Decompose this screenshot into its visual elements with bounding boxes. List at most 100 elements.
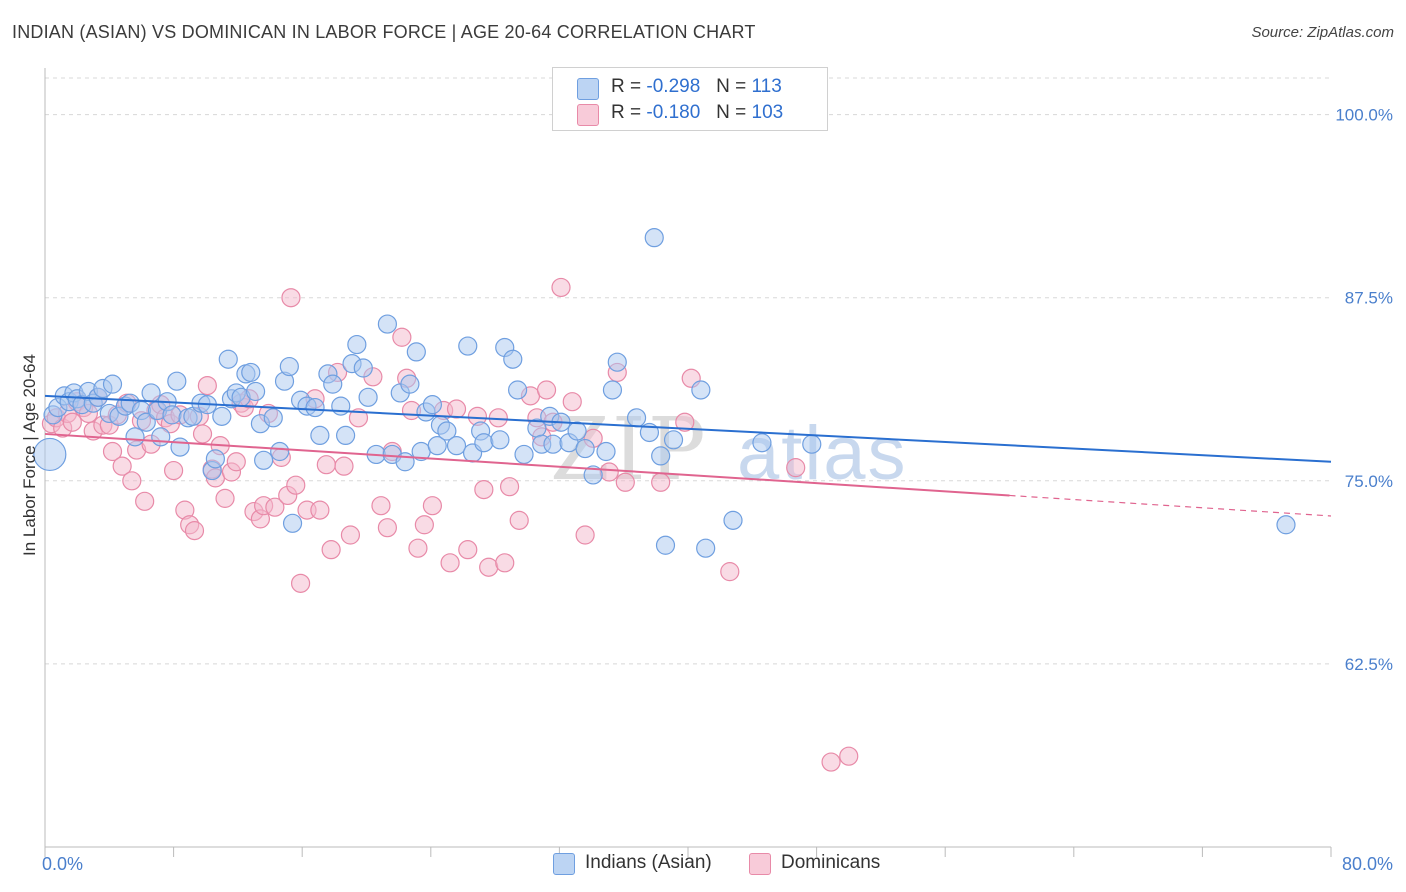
source-credit: Source: ZipAtlas.com bbox=[1251, 24, 1394, 41]
dominicans-point bbox=[135, 491, 155, 511]
indians-point bbox=[241, 362, 261, 383]
indians-point bbox=[406, 342, 426, 362]
indians-point bbox=[353, 358, 373, 378]
dominicans-point bbox=[839, 746, 859, 766]
dominicans-point bbox=[286, 475, 306, 495]
dominicans-point bbox=[615, 472, 635, 492]
bottom-legend-swatch-pink bbox=[749, 853, 771, 875]
indians-point bbox=[331, 396, 351, 416]
indians-point bbox=[336, 425, 356, 446]
indians-point bbox=[167, 371, 187, 391]
dominicans-point bbox=[458, 540, 478, 560]
indians-point bbox=[490, 430, 510, 450]
indians-point bbox=[358, 387, 378, 407]
dominicans-point bbox=[479, 557, 499, 577]
dominicans-point bbox=[446, 399, 467, 419]
dominicans-point bbox=[651, 472, 671, 492]
dominicans-point bbox=[334, 456, 354, 476]
indians-point bbox=[458, 336, 478, 356]
dominicans-point bbox=[377, 518, 397, 538]
indians-point bbox=[305, 397, 325, 418]
bottom-legend-label: Indians (Asian) bbox=[585, 852, 712, 873]
y-tick-label: 100.0% bbox=[1335, 106, 1393, 125]
indians-point bbox=[323, 374, 343, 394]
y-tick-label: 75.0% bbox=[1345, 472, 1393, 491]
indians-point bbox=[514, 444, 534, 465]
indians-point bbox=[655, 535, 676, 555]
dominicans-point bbox=[192, 424, 213, 444]
dominicans-point bbox=[164, 460, 184, 481]
dominicans-point bbox=[316, 455, 336, 475]
indians-point bbox=[663, 430, 684, 450]
dominicans-point bbox=[675, 412, 695, 432]
indians-point bbox=[162, 405, 182, 425]
watermark-atlas: atlas bbox=[736, 411, 908, 496]
indians-point bbox=[136, 412, 156, 432]
indians-point bbox=[437, 421, 457, 441]
indians-point bbox=[205, 449, 225, 469]
legend-swatch-pink bbox=[577, 104, 599, 126]
indians-asian-points bbox=[33, 228, 1296, 558]
dominicans-point bbox=[414, 515, 434, 535]
dominicans-point bbox=[599, 462, 619, 482]
bottom-legend-swatch-blue bbox=[553, 853, 575, 875]
dominicans-point bbox=[499, 477, 520, 497]
legend-r-value: -0.180 bbox=[646, 102, 701, 123]
dominicans-point bbox=[112, 456, 132, 476]
indians-point bbox=[263, 408, 283, 428]
trend-lines bbox=[44, 394, 1332, 517]
dominicans-point bbox=[371, 496, 391, 516]
dominicans-point bbox=[348, 408, 369, 428]
indians-point bbox=[644, 228, 664, 248]
indians-point bbox=[474, 433, 494, 453]
indians-point bbox=[543, 434, 563, 454]
indians-trend-line bbox=[44, 394, 1332, 463]
indians-point bbox=[596, 441, 616, 462]
indians-point bbox=[33, 437, 67, 472]
indians-point bbox=[602, 380, 623, 400]
indians-point bbox=[651, 446, 671, 466]
indians-point bbox=[279, 356, 299, 377]
indians-point bbox=[446, 436, 467, 456]
legend-n-label: N = bbox=[716, 76, 747, 97]
correlation-legend: R = -0.298 N = 113 R = -0.180 N = 103 bbox=[552, 67, 828, 131]
indians-point bbox=[752, 433, 772, 453]
dominicans-trend-line bbox=[44, 432, 1010, 497]
indians-point bbox=[347, 334, 367, 355]
indians-point bbox=[696, 538, 716, 558]
indians-point bbox=[310, 425, 330, 446]
dominicans-point bbox=[440, 553, 460, 573]
y-axis-label: In Labor Force | Age 20-64 bbox=[20, 354, 39, 556]
dominicans-point bbox=[821, 752, 841, 772]
dominicans-point bbox=[562, 392, 582, 412]
legend-r-value: -0.298 bbox=[646, 76, 701, 97]
indians-point bbox=[802, 434, 822, 454]
indians-point bbox=[583, 465, 603, 485]
legend-swatch-blue bbox=[577, 78, 599, 100]
tick-labels: 62.5% 75.0% 87.5% 100.0% 0.0% 80.0% bbox=[42, 106, 1393, 874]
dominicans-point bbox=[290, 573, 311, 593]
dominicans-point bbox=[122, 471, 142, 491]
indians-point bbox=[626, 408, 647, 428]
indians-point bbox=[212, 406, 232, 426]
indians-point bbox=[400, 374, 420, 394]
dominicans-point bbox=[509, 510, 529, 530]
indians-point bbox=[1276, 515, 1296, 535]
dominicans-point bbox=[184, 521, 205, 541]
indians-point bbox=[691, 380, 711, 400]
indians-point bbox=[567, 421, 587, 441]
dominicans-point bbox=[281, 288, 301, 308]
dominicans-point bbox=[551, 277, 571, 298]
indians-point bbox=[254, 450, 274, 470]
y-tick-label: 87.5% bbox=[1345, 289, 1393, 308]
bottom-legend-label: Dominicans bbox=[781, 852, 881, 873]
legend-r-label: R = bbox=[611, 76, 642, 97]
dominicans-point bbox=[536, 380, 557, 400]
indians-point bbox=[218, 349, 238, 369]
dominicans-point bbox=[197, 376, 217, 396]
x-tick-label: 0.0% bbox=[42, 854, 83, 874]
indians-point bbox=[270, 441, 290, 462]
dominicans-point bbox=[215, 488, 235, 508]
indians-point bbox=[607, 352, 627, 372]
dominicans-point bbox=[422, 496, 443, 516]
